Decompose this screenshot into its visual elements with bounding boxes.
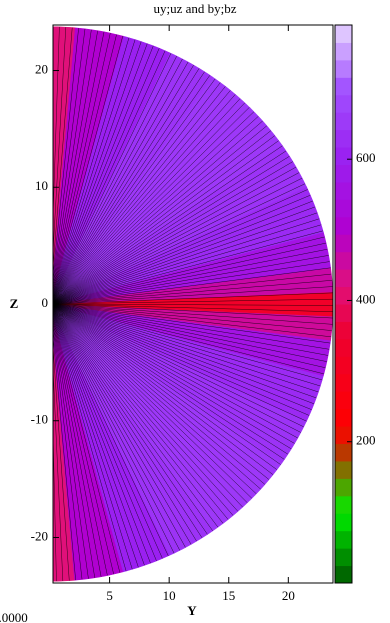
x-tick-label: 10 (163, 588, 176, 603)
colorbar-tick-label: 400 (356, 291, 376, 306)
colorbar-cell (335, 304, 352, 322)
colorbar-cell (335, 339, 352, 357)
chart-title: uy;uz and by;bz (153, 1, 236, 16)
colorbar-cell (335, 478, 352, 496)
x-axis-label: Y (187, 603, 197, 618)
colorbar-cell (335, 531, 352, 549)
x-tick-label: 20 (282, 588, 295, 603)
y-tick-label: 0 (42, 295, 49, 310)
colorbar-cell (335, 42, 352, 60)
colorbar-cell (335, 165, 352, 183)
colorbar-tick-label: 600 (356, 150, 376, 165)
colorbar-cell (335, 199, 352, 217)
colorbar-cell (335, 566, 352, 584)
colorbar-cell (335, 409, 352, 427)
colorbar-cell (335, 95, 352, 113)
colorbar-cell (335, 217, 352, 235)
colorbar-cell (335, 461, 352, 479)
colorbar-cell (335, 513, 352, 531)
colorbar-cell (335, 287, 352, 305)
y-tick-label: 10 (35, 178, 48, 193)
colorbar-cell (335, 269, 352, 287)
x-tick-label: 15 (222, 588, 235, 603)
colorbar-cell (335, 496, 352, 514)
y-tick-label: -20 (31, 528, 48, 543)
footer: 0.0000 (0, 610, 28, 623)
colorbar-cell (335, 321, 352, 339)
colorbar-cell (335, 77, 352, 95)
colorbar-cell (335, 391, 352, 409)
colorbar-cell (335, 25, 352, 43)
field (50, 27, 333, 581)
colorbar-cell (335, 252, 352, 270)
colorbar-cell (335, 112, 352, 130)
x-tick-label: 5 (106, 588, 113, 603)
colorbar-cell (335, 130, 352, 148)
colorbar-cell (335, 60, 352, 78)
colorbar-cell (335, 356, 352, 374)
y-tick-label: -10 (31, 412, 48, 427)
colorbar-tick-label: 200 (356, 433, 376, 448)
colorbar-cell (335, 234, 352, 252)
colorbar-cell (335, 374, 352, 392)
y-tick-label: 20 (35, 62, 48, 77)
colorbar-cell (335, 548, 352, 566)
colorbar-cell (335, 182, 352, 200)
colorbar-cell (335, 444, 352, 462)
colorbar-cell (335, 147, 352, 165)
y-axis-label: Z (10, 296, 19, 311)
